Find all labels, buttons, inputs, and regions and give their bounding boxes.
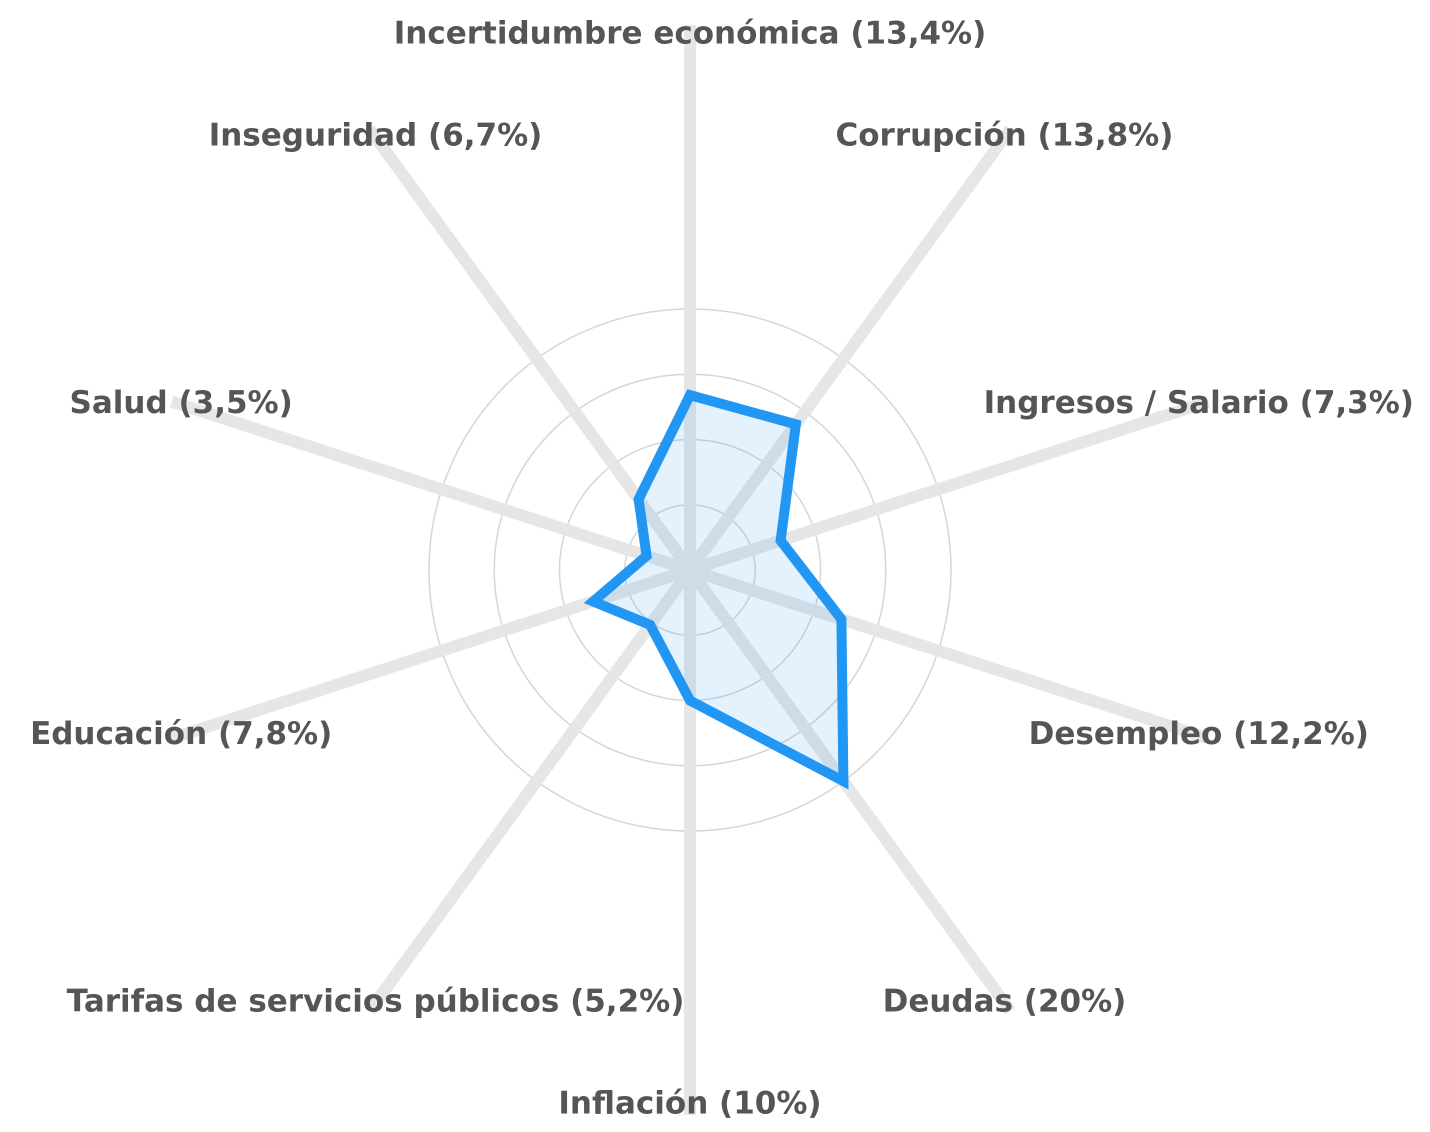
radar-area bbox=[583, 389, 849, 790]
axis-label: Salud (3,5%) bbox=[70, 385, 293, 421]
spoke bbox=[685, 566, 1016, 1015]
axis-label: Inflación (10%) bbox=[558, 1086, 821, 1122]
axis-label: Educación (7,8%) bbox=[30, 716, 332, 752]
spoke bbox=[364, 566, 695, 1015]
spoke bbox=[688, 564, 1211, 745]
axis-label: Inseguridad (6,7%) bbox=[209, 118, 543, 154]
axis-label: Deudas (20%) bbox=[883, 983, 1127, 1019]
axis-label: Ingresos / Salario (7,3%) bbox=[984, 385, 1414, 421]
axis-label: Corrupción (13,8%) bbox=[835, 118, 1173, 154]
spoke bbox=[685, 125, 1016, 574]
axis-label: Tarifas de servicios públicos (5,2%) bbox=[67, 983, 685, 1019]
spoke bbox=[169, 395, 692, 576]
axis-label: Desempleo (12,2%) bbox=[1029, 716, 1369, 752]
axis-label: Incertidumbre económica (13,4%) bbox=[394, 16, 987, 52]
